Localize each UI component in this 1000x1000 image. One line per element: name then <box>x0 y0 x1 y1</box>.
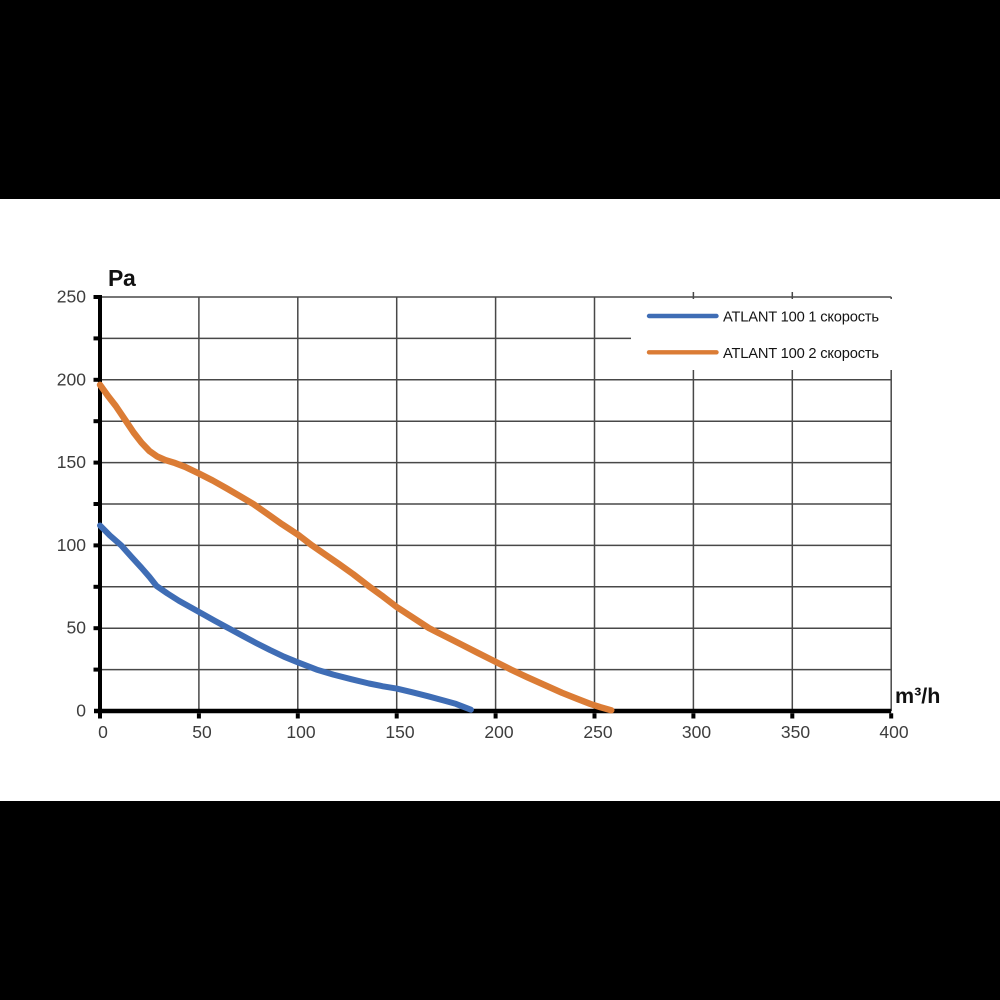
svg-text:150: 150 <box>385 722 414 742</box>
svg-text:0: 0 <box>98 722 108 742</box>
svg-text:Pa: Pa <box>108 265 136 291</box>
svg-text:250: 250 <box>583 722 612 742</box>
svg-text:50: 50 <box>192 722 212 742</box>
svg-text:200: 200 <box>57 369 86 389</box>
svg-text:350: 350 <box>781 722 810 742</box>
svg-text:50: 50 <box>67 618 87 638</box>
svg-text:0: 0 <box>76 701 86 721</box>
svg-text:200: 200 <box>484 722 513 742</box>
svg-text:ATLANT 100 1 скорость: ATLANT 100 1 скорость <box>723 310 879 326</box>
svg-text:150: 150 <box>57 452 86 472</box>
svg-text:ATLANT 100 2 скорость: ATLANT 100 2 скорость <box>723 346 879 362</box>
svg-text:300: 300 <box>682 722 711 742</box>
svg-text:400: 400 <box>879 722 908 742</box>
svg-text:100: 100 <box>286 722 315 742</box>
svg-text:250: 250 <box>57 287 86 307</box>
svg-text:m³/h: m³/h <box>895 684 940 708</box>
svg-text:100: 100 <box>57 535 86 555</box>
